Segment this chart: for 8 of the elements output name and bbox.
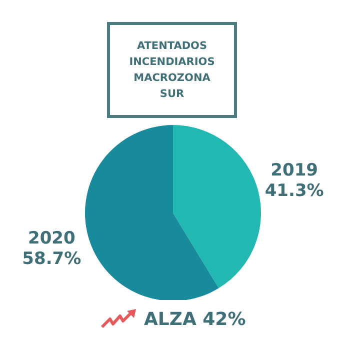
slice-label: 2019: [270, 160, 318, 181]
pie-slice: [85, 125, 219, 300]
chart-title: ATENTADOS INCENDIARIOS MACROZONA SUR: [128, 39, 216, 102]
data-label: 58.7%: [22, 249, 82, 270]
text: ALZA 42%: [144, 309, 246, 330]
slice-label: 2020: [28, 228, 76, 249]
pie-slice: [173, 125, 261, 288]
data-label: 41.3%: [264, 180, 324, 201]
